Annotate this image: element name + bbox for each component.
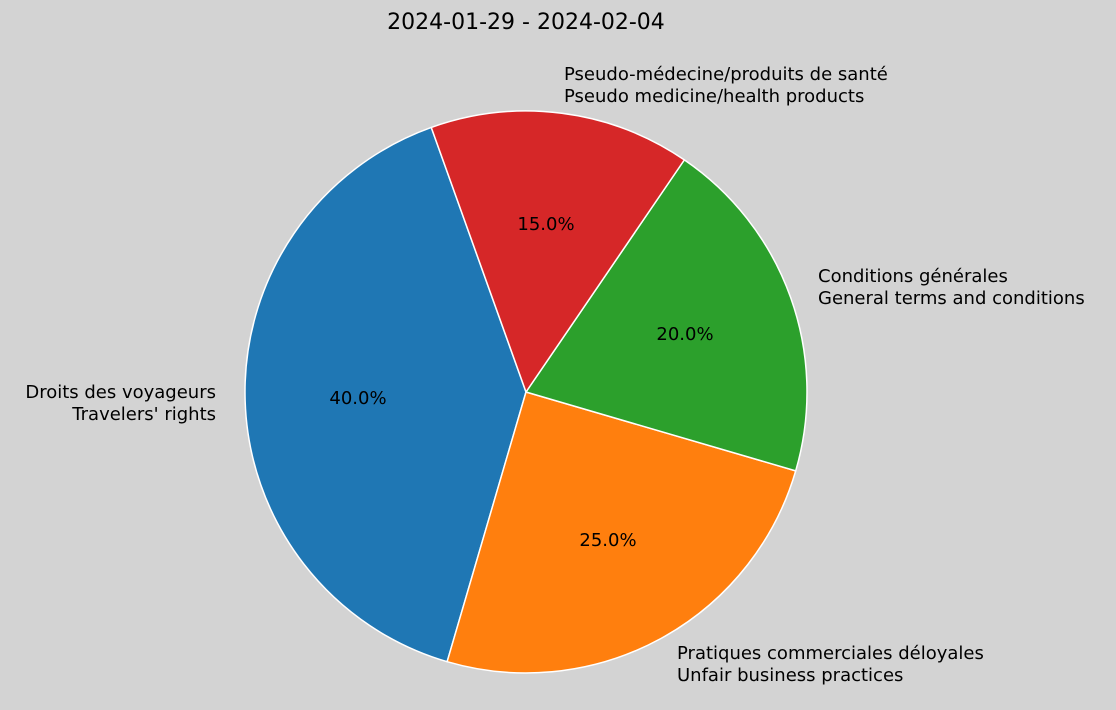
pie-category-labels: Droits des voyageurs Travelers' rights P… (25, 64, 1084, 686)
pie-slice (244, 126, 527, 663)
pie-slice (430, 110, 686, 393)
slice-label-fr: Pseudo-médecine/produits de santé (564, 64, 888, 85)
slice-pct-label: 25.0% (579, 530, 636, 551)
slice-label-en: Unfair business practices (677, 665, 903, 686)
slice-pct-label: 15.0% (517, 214, 574, 235)
slice-label-en: General terms and conditions (818, 288, 1085, 309)
slice-label-en: Travelers' rights (71, 404, 216, 425)
pie-slice (525, 159, 808, 472)
slice-pct-label: 40.0% (329, 388, 386, 409)
pie-slices (244, 110, 808, 674)
slice-label-en: Pseudo medicine/health products (564, 86, 864, 107)
pie-percent-labels: 40.0% 25.0% 20.0% 15.0% (329, 214, 713, 551)
slice-label-fr: Pratiques commerciales déloyales (677, 643, 984, 664)
slice-label-fr: Droits des voyageurs (25, 382, 216, 403)
pie-slice (446, 391, 797, 674)
slice-pct-label: 20.0% (656, 324, 713, 345)
chart-title: 2024-01-29 - 2024-02-04 (387, 10, 665, 35)
slice-label-fr: Conditions générales (818, 266, 1008, 287)
